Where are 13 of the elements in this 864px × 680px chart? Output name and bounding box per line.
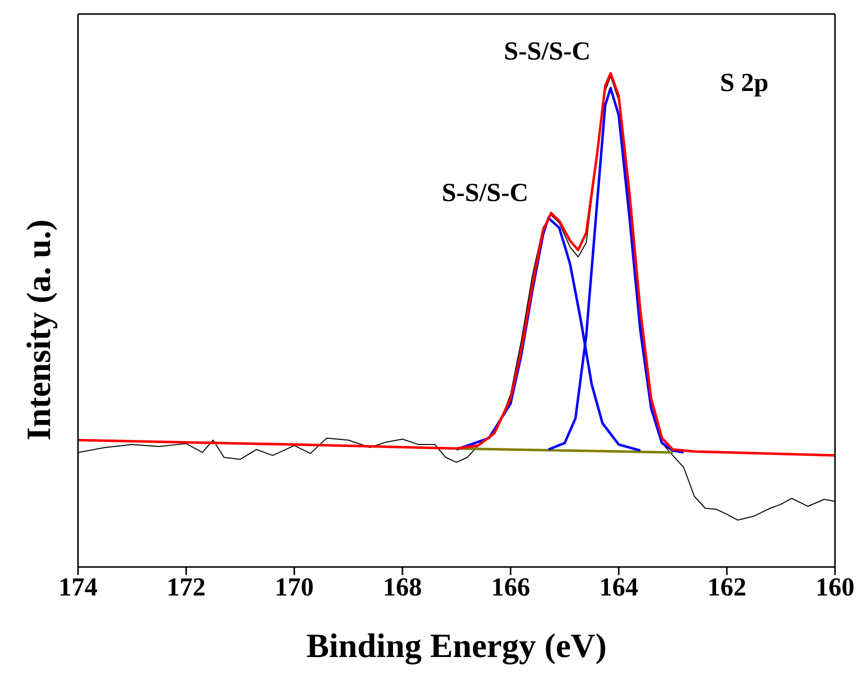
y-axis-title: Intensity (a. u.) (21, 219, 58, 440)
x-tick-label: 170 (274, 572, 314, 602)
annotation: S-S/S-C (504, 36, 591, 66)
x-tick-label: 168 (382, 572, 422, 602)
annotation: S-S/S-C (442, 178, 528, 207)
x-tick-label: 160 (816, 572, 854, 602)
x-tick-label: 162 (707, 572, 746, 602)
x-tick-label: 174 (58, 572, 98, 602)
x-axis-title: Binding Energy (eV) (306, 628, 607, 665)
x-tick-label: 172 (166, 572, 206, 602)
annotation: S 2p (720, 68, 768, 98)
x-tick-label: 166 (491, 572, 530, 602)
x-tick-label: 164 (599, 572, 638, 602)
